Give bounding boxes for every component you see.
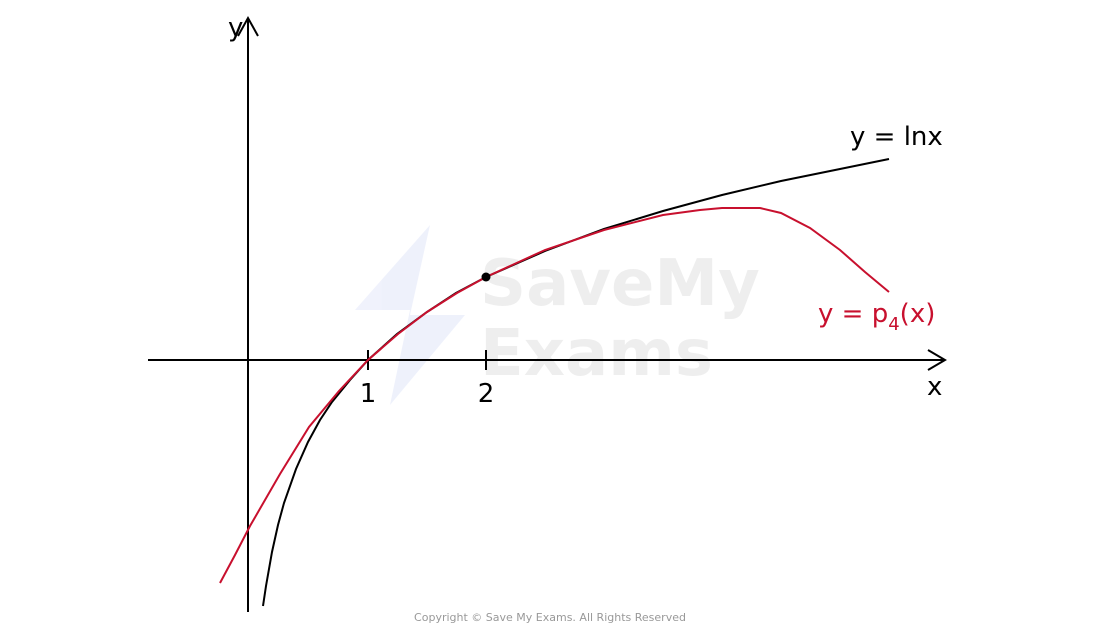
watermark-text: Exams xyxy=(480,317,713,391)
watermark-text: SaveMy xyxy=(480,247,760,321)
taylor-label: y = p4(x) xyxy=(818,299,935,335)
y-axis-label: y xyxy=(228,13,243,43)
x-arrow xyxy=(927,349,947,371)
watermark: SaveMy Exams xyxy=(355,225,760,405)
footer: Copyright © Save My Exams. All Rights Re… xyxy=(414,611,686,624)
watermark-logo xyxy=(355,225,465,405)
tangent-point xyxy=(481,272,491,282)
y-arrow xyxy=(237,15,259,37)
taylor-curve xyxy=(219,207,890,584)
tick-label: 1 xyxy=(360,379,377,409)
taylor-label-main: y = p xyxy=(818,299,888,329)
taylor-label-suffix: (x) xyxy=(900,299,936,329)
x-axis-label: x xyxy=(927,372,942,402)
ln-label: y = lnx xyxy=(850,122,943,152)
tick-label: 2 xyxy=(478,379,495,409)
taylor-label-subscript: 4 xyxy=(888,314,899,335)
